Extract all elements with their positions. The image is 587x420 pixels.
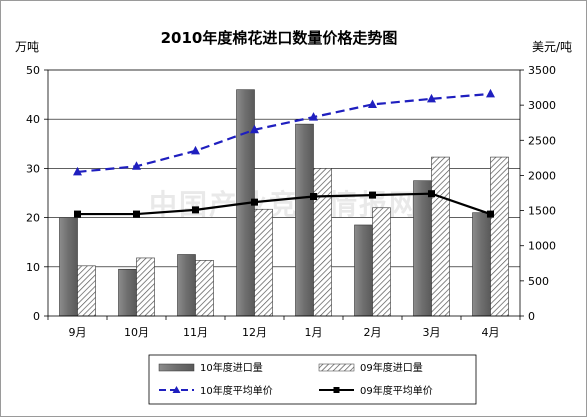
point-10-price (427, 93, 436, 103)
point-10-price (132, 161, 141, 170)
line-10-price (77, 92, 491, 174)
legend-label-09-import: 09年度进口量 (360, 361, 423, 374)
x-axis-tick-label: 1月 (305, 326, 323, 339)
bar-09-import (254, 208, 273, 317)
left-axis-tick-label: 40 (26, 113, 40, 126)
point-10-price (486, 88, 495, 98)
left-axis-tick-label: 10 (26, 261, 40, 274)
left-axis-tick-label: 0 (33, 310, 40, 323)
x-axis-tick-label: 3月 (423, 326, 441, 339)
bar-10-import (59, 217, 78, 317)
x-axis-tick-label: 2月 (364, 326, 382, 339)
bar-10-import (295, 123, 314, 317)
line-09-price (77, 192, 491, 216)
bars-group (59, 89, 509, 317)
point-10-price (368, 99, 377, 108)
point-09-price (369, 191, 376, 199)
point-09-price (310, 193, 317, 201)
bar-09-import (490, 156, 509, 317)
axes-group: 0102030405005001000150020002500300035009… (26, 64, 556, 339)
chart-title: 2010年度棉花进口数量价格走势图 (161, 29, 398, 47)
left-axis-tick-label: 20 (26, 212, 40, 225)
right-axis-tick-label: 2000 (528, 169, 556, 182)
left-axis-unit: 万吨 (15, 40, 39, 54)
left-axis-tick-label: 30 (26, 162, 40, 175)
bar-09-import (195, 260, 214, 317)
legend-label-09-price: 09年度平均单价 (360, 384, 433, 397)
legend: 10年度进口量 09年度进口量 10年度平均单价 09年度平均单价 (148, 354, 477, 405)
point-09-price (428, 190, 435, 198)
point-09-price (133, 210, 140, 218)
right-axis-tick-label: 2500 (528, 134, 556, 147)
point-09-price (192, 206, 199, 214)
bar-09-import (77, 265, 96, 317)
bar-10-import (354, 224, 373, 317)
point-09-price (251, 198, 258, 206)
point-09-price (74, 210, 81, 218)
lines-group (73, 88, 495, 218)
bar-09-import (136, 257, 155, 317)
legend-swatch-09-price-marker (333, 387, 340, 393)
right-axis-tick-label: 500 (528, 275, 549, 288)
point-10-price (309, 112, 318, 121)
point-09-price (487, 210, 494, 218)
point-10-price (250, 124, 259, 134)
bar-09-import (313, 168, 332, 317)
x-axis-tick-label: 4月 (482, 326, 500, 339)
x-axis-tick-label: 12月 (242, 326, 267, 339)
legend-label-10-import: 10年度进口量 (200, 361, 263, 374)
x-axis-tick-label: 10月 (124, 326, 149, 339)
bar-10-import (177, 254, 196, 317)
right-axis-tick-label: 1000 (528, 240, 556, 253)
bar-10-import (472, 212, 491, 317)
legend-swatch-09-import (318, 363, 355, 372)
bar-09-import (372, 207, 391, 317)
right-axis-tick-label: 3000 (528, 99, 556, 112)
right-axis-unit: 美元/吨 (532, 40, 572, 54)
point-10-price (73, 166, 82, 176)
bar-10-import (118, 268, 137, 317)
legend-box (148, 354, 477, 405)
right-axis-tick-label: 1500 (528, 205, 556, 218)
point-10-price (191, 145, 200, 155)
right-axis-tick-label: 3500 (528, 64, 556, 77)
bar-10-import (413, 180, 432, 317)
bar-09-import (431, 156, 450, 317)
legend-swatch-10-price-marker (172, 386, 181, 393)
x-axis-tick-label: 9月 (69, 326, 87, 339)
legend-label-10-price: 10年度平均单价 (200, 384, 273, 397)
left-axis-tick-label: 50 (26, 64, 40, 77)
right-axis-tick-label: 0 (528, 310, 535, 323)
x-axis-tick-label: 11月 (183, 326, 208, 339)
legend-swatch-10-import (158, 363, 195, 372)
